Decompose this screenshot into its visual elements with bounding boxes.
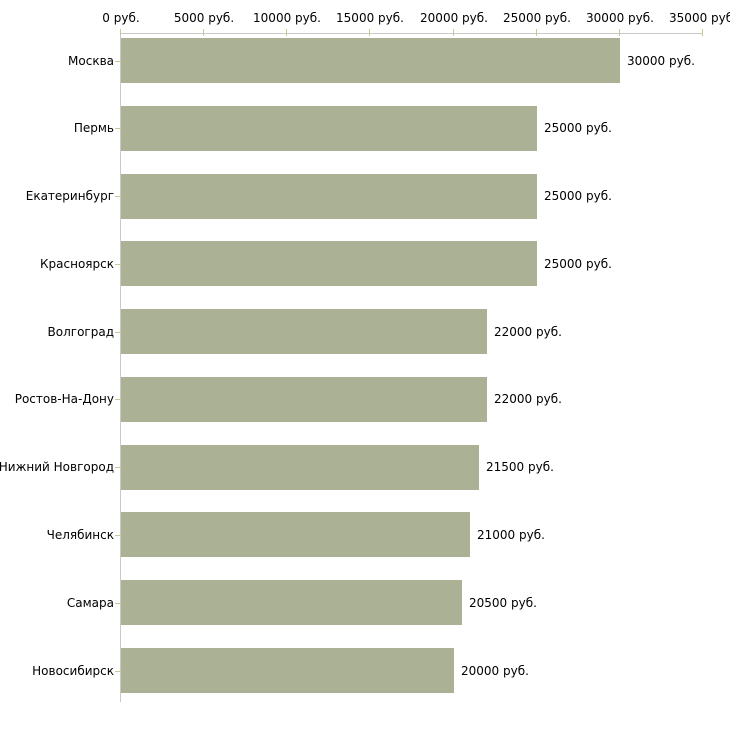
x-axis-tick — [369, 29, 370, 36]
value-label: 25000 руб. — [544, 257, 612, 271]
x-axis-tick-label: 25000 руб. — [503, 11, 571, 25]
y-axis-tick — [115, 128, 121, 129]
value-label: 20500 руб. — [469, 596, 537, 610]
x-axis-tick — [619, 29, 620, 36]
category-label: Пермь — [73, 121, 114, 135]
category-label: Волгоград — [47, 325, 114, 339]
y-axis-tick — [115, 671, 121, 672]
value-label: 22000 руб. — [494, 392, 562, 406]
x-axis-tick-label: 5000 руб. — [173, 11, 235, 25]
y-axis-tick — [115, 467, 121, 468]
y-axis-tick — [115, 603, 121, 604]
value-label: 22000 руб. — [494, 325, 562, 339]
y-axis-tick — [115, 535, 121, 536]
x-axis-tick-label: 20000 руб. — [420, 11, 488, 25]
category-label: Екатеринбург — [25, 189, 114, 203]
category-label: Ростов-На-Дону — [14, 392, 114, 406]
category-label: Новосибирск — [32, 664, 114, 678]
y-axis-tick — [115, 264, 121, 265]
y-axis-tick — [115, 399, 121, 400]
bar-3 — [121, 241, 537, 286]
x-axis-tick — [702, 29, 703, 36]
x-axis-tick-label: 10000 руб. — [253, 11, 321, 25]
bar-1 — [121, 106, 537, 151]
x-axis-tick — [286, 29, 287, 36]
x-axis-tick-label: 15000 руб. — [336, 11, 404, 25]
x-axis-tick-label: 35000 руб. — [669, 11, 730, 25]
bar-6 — [121, 445, 479, 490]
bar-8 — [121, 580, 462, 625]
x-axis-tick-label: 30000 руб. — [586, 11, 654, 25]
y-axis-tick — [115, 332, 121, 333]
bar-2 — [121, 174, 537, 219]
category-label: Самара — [66, 596, 114, 610]
value-label: 25000 руб. — [544, 189, 612, 203]
category-label: Москва — [68, 54, 114, 68]
value-label: 21000 руб. — [477, 528, 545, 542]
value-label: 30000 руб. — [627, 54, 695, 68]
x-axis-tick-label: 0 руб. — [102, 11, 140, 25]
y-axis-tick — [115, 196, 121, 197]
x-axis-tick — [203, 29, 204, 36]
y-axis-tick — [115, 61, 121, 62]
bar-7 — [121, 512, 470, 557]
value-label: 21500 руб. — [486, 460, 554, 474]
category-label: Нижний Новгород — [0, 460, 114, 474]
x-axis-tick — [120, 29, 121, 36]
value-label: 20000 руб. — [461, 664, 529, 678]
x-axis-tick — [453, 29, 454, 36]
category-label: Красноярск — [40, 257, 114, 271]
plot-area: 0 руб. 5000 руб. 10000 руб. 15000 руб. 20000… — [0, 11, 730, 702]
value-label: 25000 руб. — [544, 121, 612, 135]
bar-9 — [121, 648, 454, 693]
category-label: Челябинск — [46, 528, 114, 542]
bar-4 — [121, 309, 487, 354]
bar-5 — [121, 377, 487, 422]
x-axis-tick — [536, 29, 537, 36]
bar-0 — [121, 38, 620, 83]
